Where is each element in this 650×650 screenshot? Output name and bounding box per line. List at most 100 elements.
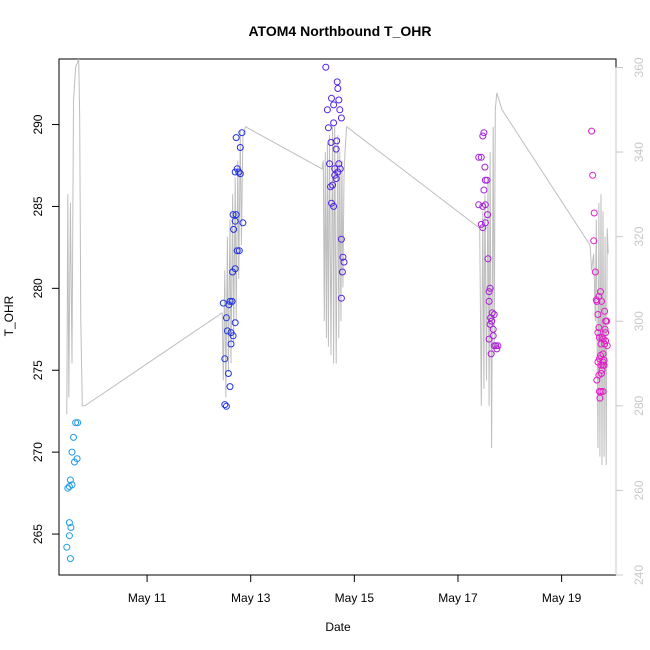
- data-point: [221, 355, 229, 363]
- data-point: [477, 153, 485, 161]
- data-point: [65, 532, 73, 540]
- y-tick-label: 265: [31, 524, 45, 544]
- data-point: [337, 235, 345, 243]
- data-point: [231, 319, 239, 327]
- data-point: [485, 288, 493, 296]
- data-point: [475, 153, 483, 161]
- data-point: [594, 329, 602, 337]
- data-point: [601, 307, 609, 315]
- data-point: [63, 543, 71, 551]
- data-point: [594, 311, 602, 318]
- data-point: [236, 170, 244, 178]
- data-point: [590, 237, 598, 245]
- y-tick-label: 275: [31, 360, 45, 380]
- data-point: [238, 129, 246, 137]
- data-point: [601, 325, 609, 333]
- data-point: [597, 352, 604, 359]
- data-point: [598, 297, 605, 305]
- data-point: [230, 225, 238, 233]
- data-point: [70, 433, 77, 441]
- data-point: [602, 329, 610, 337]
- data-point: [494, 342, 502, 350]
- data-point: [224, 370, 232, 377]
- data-point: [231, 265, 239, 273]
- y-right-tick-label: 360: [632, 57, 646, 77]
- data-point: [222, 402, 230, 410]
- x-axis-title: Date: [325, 620, 351, 634]
- data-point: [484, 211, 491, 219]
- data-point: [590, 209, 598, 217]
- data-point: [493, 345, 501, 353]
- data-point: [591, 268, 599, 276]
- data-point: [479, 132, 487, 140]
- x-tick-label: May 15: [335, 591, 375, 605]
- y-right-tick-label: 240: [632, 565, 646, 585]
- data-point: [67, 524, 75, 531]
- data-point: [231, 217, 239, 225]
- data-point: [492, 342, 500, 350]
- data-point: [490, 311, 498, 318]
- data-point: [339, 253, 347, 261]
- chart-title: ATOM4 Northbound T_OHR: [248, 23, 431, 39]
- data-point: [336, 106, 344, 114]
- data-point: [593, 297, 601, 305]
- data-point: [72, 419, 80, 427]
- data-point: [335, 160, 343, 168]
- data-point: [68, 448, 76, 456]
- data-point: [65, 519, 73, 527]
- data-point: [226, 297, 234, 305]
- y-right-tick-label: 340: [632, 142, 646, 162]
- y-tick-label: 280: [31, 278, 45, 298]
- data-point: [221, 401, 229, 409]
- data-point: [73, 455, 81, 463]
- data-point: [74, 419, 82, 427]
- data-point: [227, 340, 235, 348]
- data-point: [480, 129, 488, 137]
- data-point: [330, 202, 338, 210]
- data-point: [481, 219, 489, 227]
- data-point: [602, 337, 610, 345]
- data-point: [477, 220, 485, 228]
- data-point: [232, 134, 240, 142]
- data-point: [326, 160, 333, 168]
- data-point: [599, 358, 607, 366]
- data-point: [336, 165, 344, 173]
- data-point: [588, 127, 596, 135]
- line-series-path: [66, 58, 609, 466]
- points-series-layer: [63, 63, 611, 563]
- data-point: [598, 366, 606, 374]
- data-point: [332, 175, 340, 183]
- data-point: [223, 327, 231, 335]
- data-point: [340, 258, 348, 266]
- data-point: [222, 314, 230, 322]
- data-point: [333, 78, 341, 86]
- x-tick-label: May 13: [231, 591, 271, 605]
- data-point: [64, 484, 72, 492]
- data-point: [229, 211, 237, 219]
- data-point: [226, 383, 234, 391]
- x-tick-label: May 11: [128, 591, 167, 605]
- data-point: [329, 181, 337, 189]
- y-axis-right: 240 260 280 300 320 340 360: [615, 57, 646, 585]
- data-point: [228, 297, 236, 305]
- data-point: [480, 186, 488, 194]
- data-point: [488, 309, 496, 317]
- data-point: [485, 297, 493, 305]
- data-point: [593, 376, 601, 384]
- data-point: [229, 332, 237, 340]
- data-point: [328, 94, 335, 102]
- data-point: [489, 332, 497, 340]
- x-tick-label: May 17: [438, 591, 478, 605]
- data-point: [66, 476, 74, 484]
- data-point: [487, 350, 495, 358]
- data-point: [232, 211, 240, 219]
- data-point: [235, 168, 243, 176]
- data-point: [337, 294, 345, 302]
- data-point: [598, 370, 605, 377]
- data-point: [330, 119, 338, 127]
- data-point: [603, 342, 611, 350]
- data-point: [335, 96, 343, 104]
- data-point: [331, 171, 339, 179]
- data-point: [600, 356, 608, 364]
